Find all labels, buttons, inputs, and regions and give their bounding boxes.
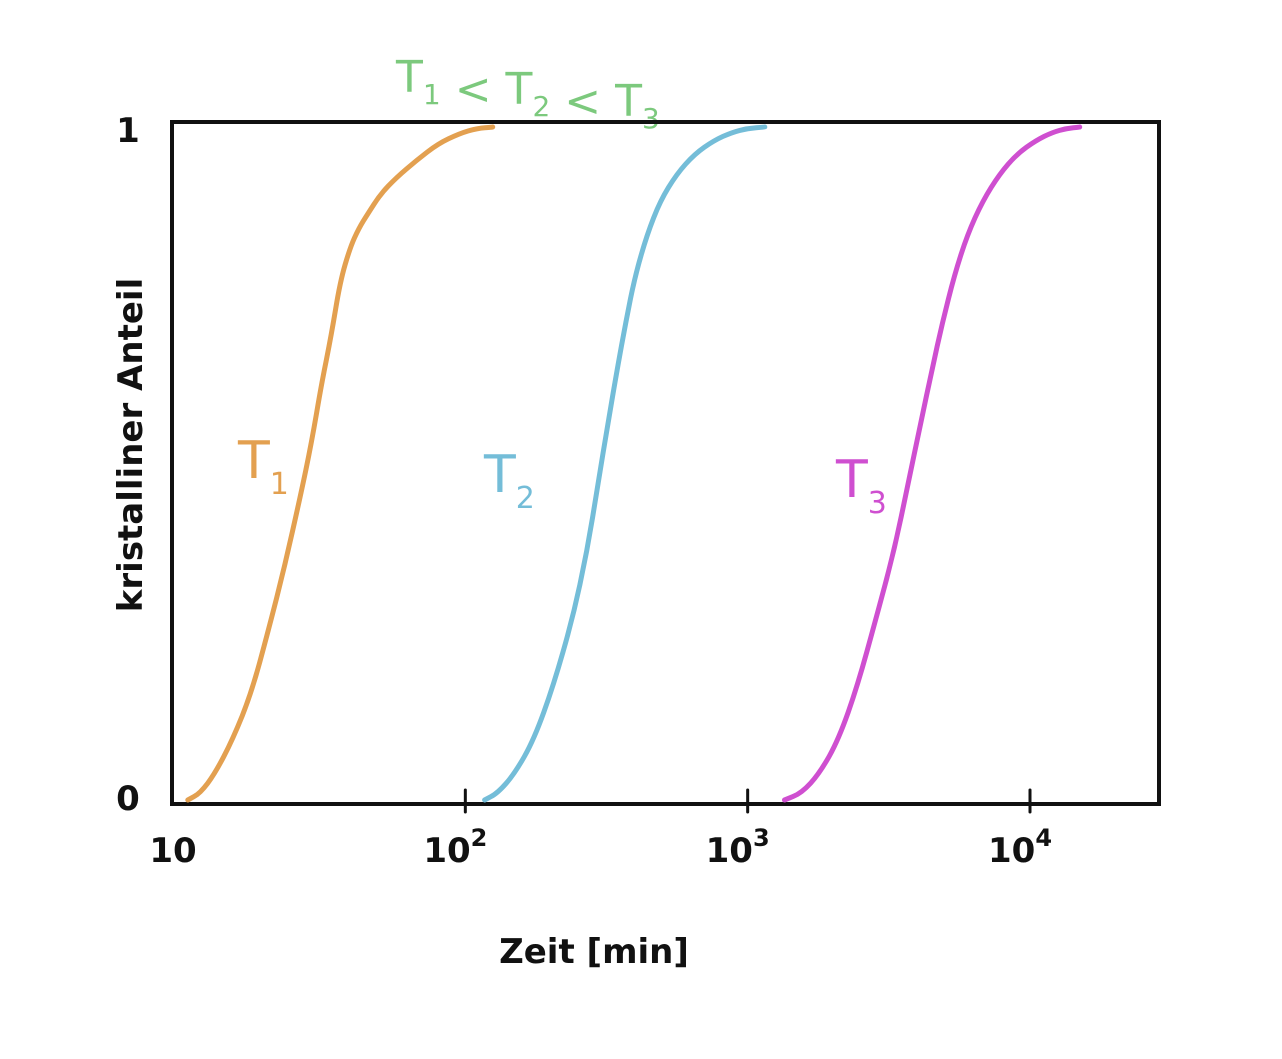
series-line-t1 xyxy=(185,124,496,803)
y-tick-label-2: 1 xyxy=(116,111,140,151)
x-tick-label-4: 104 xyxy=(988,824,1052,871)
annotation-part-3: < T xyxy=(550,76,642,127)
series-label-main-t2: T xyxy=(483,445,516,505)
series-label-sub-t3: 3 xyxy=(868,486,887,521)
x-tick-base-3: 10 xyxy=(706,831,753,871)
temperature-order-annotation: T1 < T2 < T3 xyxy=(395,52,660,135)
x-axis-ticks: 10 102 103 104 xyxy=(149,788,1052,871)
x-tick-label-2: 102 xyxy=(423,824,487,871)
series-label-main-t3: T xyxy=(835,450,868,510)
plot-frame xyxy=(170,120,1161,806)
series-line-t3 xyxy=(782,124,1083,803)
x-tick-exponent-2: 2 xyxy=(471,824,488,852)
series-label-sub-t1: 1 xyxy=(270,467,289,502)
y-tick-label-1: 0 xyxy=(116,779,140,819)
x-tick-base-4: 10 xyxy=(988,831,1035,871)
x-tick-exponent-3: 3 xyxy=(753,824,770,852)
annotation-subscript-2: 2 xyxy=(532,90,550,123)
series-label-t3: T3 xyxy=(835,450,887,521)
y-axis-title: kristalliner Anteil xyxy=(111,278,151,612)
x-tick-label-3: 103 xyxy=(706,824,770,871)
y-axis-ticks: 01 xyxy=(116,111,140,819)
annotation-subscript-1: 1 xyxy=(423,78,441,111)
annotation-part-2: < T xyxy=(441,64,533,115)
series-layer xyxy=(185,124,1083,803)
x-axis-title: Zeit [min] xyxy=(499,932,689,972)
series-label-sub-t2: 2 xyxy=(516,481,535,516)
series-label-t1: T1 xyxy=(237,431,289,502)
x-tick-base-1: 10 xyxy=(149,831,196,871)
x-tick-base-2: 10 xyxy=(423,831,470,871)
series-line-t2 xyxy=(482,124,768,803)
x-tick-exponent-4: 4 xyxy=(1035,824,1052,852)
series-label-t2: T2 xyxy=(483,445,535,516)
annotation-subscript-3: 3 xyxy=(642,102,660,135)
annotation-part-1: T xyxy=(395,52,423,103)
series-labels: T1 T2 T3 xyxy=(237,431,887,521)
series-label-main-t1: T xyxy=(237,431,270,491)
x-tick-label-1: 10 xyxy=(149,831,196,871)
annotation-text: T1 < T2 < T3 xyxy=(395,52,660,135)
